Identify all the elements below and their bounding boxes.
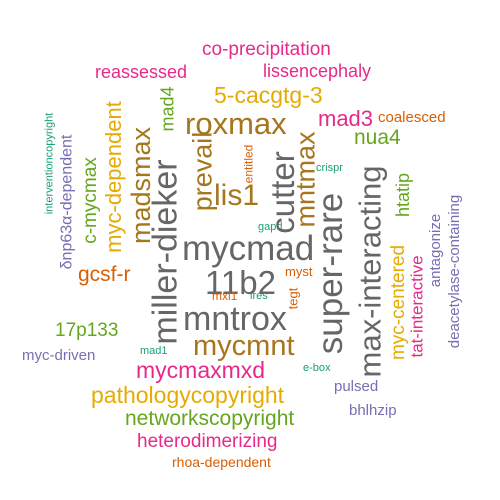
word-entitled: entitled: [240, 144, 255, 184]
word-mxi1: mxi1: [212, 289, 238, 303]
word-lissencephaly: lissencephaly: [263, 61, 372, 81]
word-e-box: e-box: [303, 362, 331, 374]
word-mycmaxmxd: mycmaxmxd: [136, 357, 266, 383]
word-myc-driven: myc-driven: [22, 347, 96, 364]
word-lis1: lis1: [214, 179, 260, 212]
word-coalesced: coalesced: [378, 109, 446, 126]
word-dnp63a-dependent: δnp63α-dependent: [57, 134, 75, 270]
word-myst: myst: [285, 264, 313, 279]
word-mycmnt: mycmnt: [193, 330, 295, 362]
word-antagonize: antagonize: [426, 213, 444, 287]
word-mad1: mad1: [140, 345, 168, 357]
word-myc-centered: myc-centered: [387, 244, 409, 360]
word-gapd: gapd: [258, 221, 283, 233]
word-tegt: tegt: [285, 287, 301, 309]
word-miller-dieker: miller-dieker: [146, 159, 185, 345]
word-nua4: nua4: [354, 126, 401, 149]
word-networkscopyright: networkscopyright: [125, 407, 295, 430]
word-tat-interactive: tat-interactive: [407, 254, 427, 358]
word-heterodimerizing: heterodimerizing: [137, 431, 278, 452]
word-roxmax: roxmax: [185, 106, 287, 141]
word-pathologycopyright: pathologycopyright: [91, 382, 285, 408]
word-c-mycmax: c-mycmax: [79, 156, 101, 244]
word-mad3: mad3: [318, 106, 374, 131]
word-bhlhzip: bhlhzip: [349, 402, 397, 419]
word-max-interacting: max-interacting: [352, 165, 388, 377]
word-mntrox: mntrox: [183, 300, 287, 338]
word-17p133: 17p133: [55, 320, 119, 341]
word-11b2: 11b2: [205, 264, 276, 301]
word-pulsed: pulsed: [334, 378, 379, 395]
word-ires: ires: [250, 290, 268, 302]
word-interventioncopyright: interventioncopyright: [43, 112, 56, 214]
word-super-rare: super-rare: [310, 192, 350, 354]
word-myc-dependent: myc-dependent: [100, 101, 126, 253]
word-mad4: mad4: [157, 86, 178, 132]
word-gcsf-r: gcsf-r: [78, 263, 131, 286]
word-crispr: crispr: [316, 162, 343, 174]
word-rhoa-dependent: rhoa-dependent: [172, 454, 271, 470]
word-deacetylase-containing: deacetylase-containing: [445, 194, 463, 348]
word-htatip: htatip: [393, 172, 414, 218]
word-5-cacgtg-3: 5-cacgtg-3: [214, 82, 323, 108]
word-mycmad: mycmad: [182, 229, 315, 268]
word-reassessed: reassessed: [95, 62, 188, 82]
word-prevail: prevail: [187, 131, 218, 211]
word-co-precipitation: co-precipitation: [202, 39, 331, 60]
